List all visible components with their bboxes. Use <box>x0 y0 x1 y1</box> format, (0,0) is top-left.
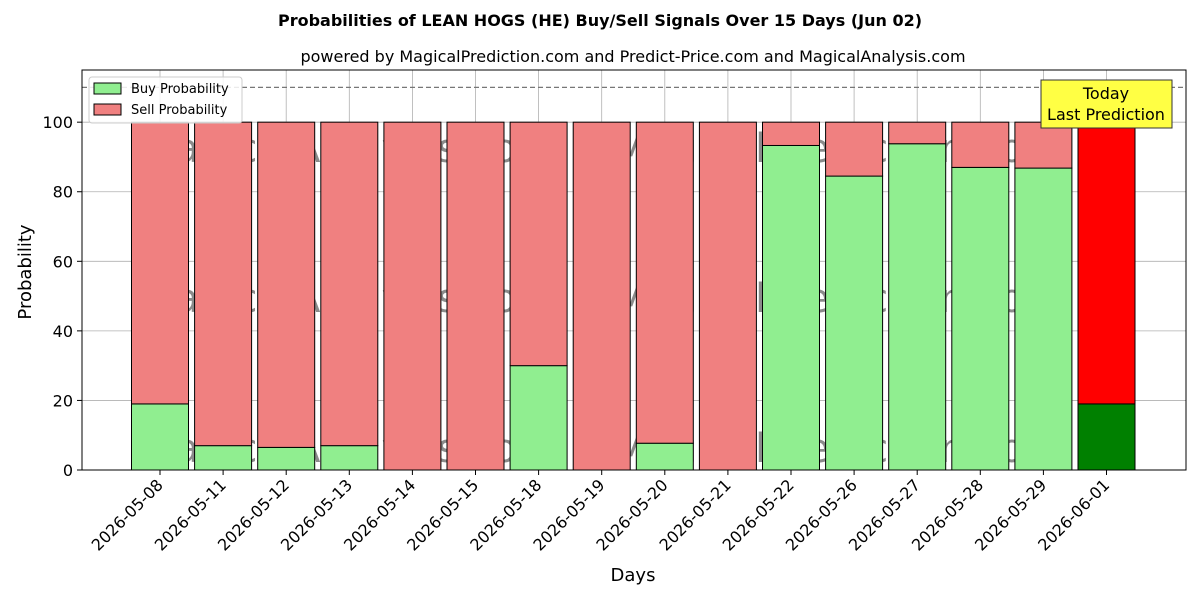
legend-label-buy: Buy Probability <box>131 82 229 97</box>
y-tick-label: 20 <box>53 391 73 410</box>
sell-bar <box>762 121 820 146</box>
buy-bar <box>320 445 379 471</box>
legend-swatch-sell <box>93 103 122 116</box>
sell-bar <box>698 121 757 471</box>
y-tick-label: 80 <box>53 183 73 202</box>
x-axis-label: Days <box>611 565 656 586</box>
y-tick-label: 40 <box>53 322 73 341</box>
sell-bar <box>131 121 189 405</box>
sell-bar <box>446 121 505 471</box>
sell-bar <box>257 121 316 448</box>
buy-bar <box>131 403 189 471</box>
today-annotation-box <box>1040 79 1173 129</box>
sell-bar <box>383 121 442 471</box>
y-axis-label: Probability <box>15 224 36 319</box>
y-tick-label: 0 <box>63 461 73 480</box>
sell-bar <box>320 121 379 447</box>
legend-swatch-buy <box>93 82 122 95</box>
sell-bar <box>635 121 694 444</box>
sell-bar <box>194 121 253 447</box>
sell-bar <box>951 121 1010 168</box>
sell-bar <box>1014 121 1073 169</box>
sell-bar <box>572 121 631 471</box>
buy-bar <box>194 445 253 471</box>
sell-bar <box>825 121 884 177</box>
legend-box <box>88 76 243 124</box>
chart-title: Probabilities of LEAN HOGS (HE) Buy/Sell… <box>278 11 922 30</box>
buy-bar <box>1014 167 1073 471</box>
today-annotation-line2: Last Prediction <box>1047 105 1165 124</box>
plot-area: MagicalAnalysis.comMagicalPrediction.com… <box>42 69 1187 555</box>
buy-bar <box>509 365 568 471</box>
plot-frame <box>81 69 1187 471</box>
buy-bar <box>762 144 820 471</box>
y-tick-label: 60 <box>53 252 73 271</box>
buy-bar <box>1077 403 1136 471</box>
buy-bar <box>951 166 1010 471</box>
sell-bar <box>1077 121 1136 405</box>
sell-bar <box>509 121 568 367</box>
buy-bar <box>635 442 694 471</box>
buy-bar <box>888 143 947 471</box>
sell-bar <box>888 121 947 145</box>
today-annotation-line1: Today <box>1082 84 1129 103</box>
buy-bar <box>257 446 316 471</box>
chart-subtitle: powered by MagicalPrediction.com and Pre… <box>300 47 965 66</box>
y-tick-label: 100 <box>42 113 73 132</box>
legend-label-sell: Sell Probability <box>131 103 228 118</box>
buy-bar <box>825 175 884 471</box>
